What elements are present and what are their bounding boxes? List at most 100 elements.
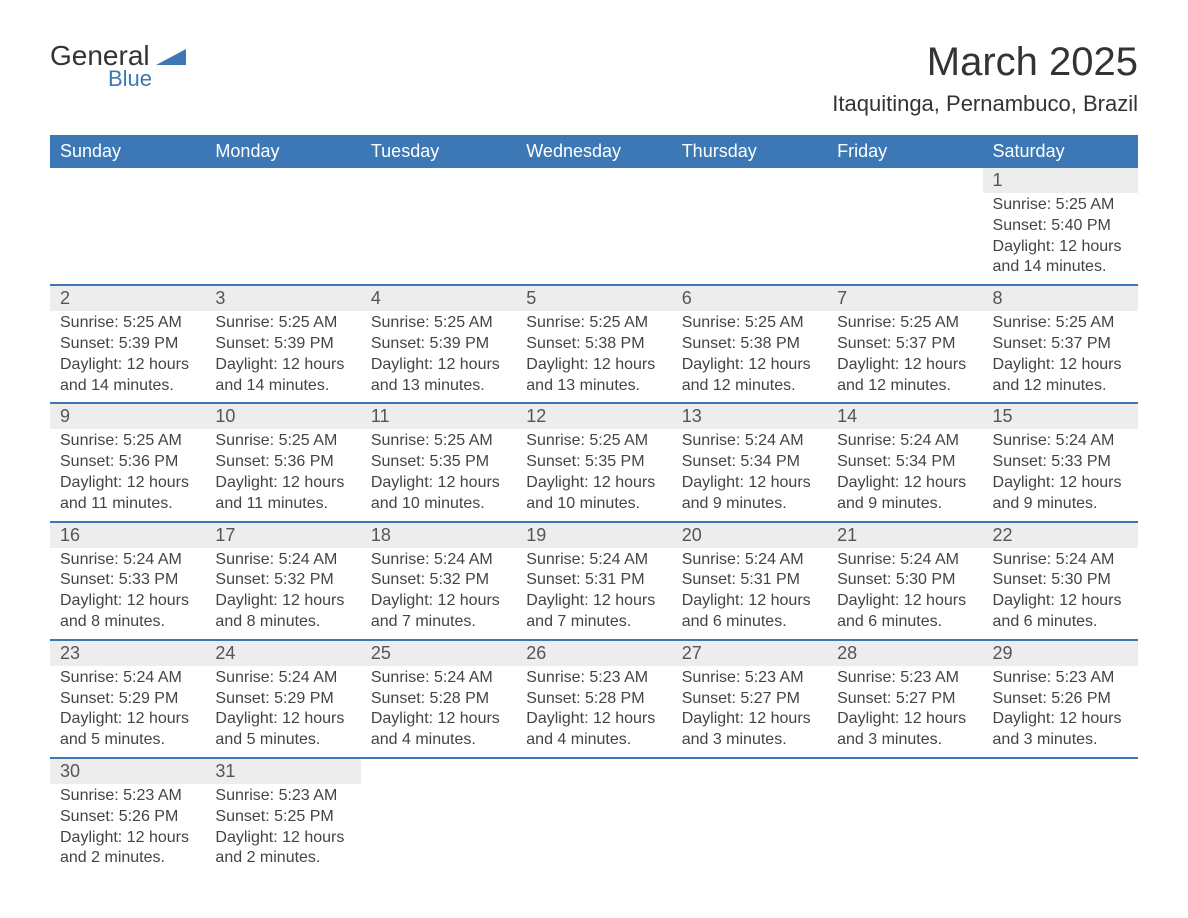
- day-number-cell: 17: [205, 522, 360, 548]
- daylight-text-2: and 13 minutes.: [371, 376, 506, 397]
- sunset-text: Sunset: 5:28 PM: [371, 689, 506, 710]
- day-details-cell: Sunrise: 5:25 AMSunset: 5:39 PMDaylight:…: [361, 311, 516, 403]
- day-number-cell: 19: [516, 522, 671, 548]
- day-number-cell: 10: [205, 403, 360, 429]
- day-header: Sunday: [50, 135, 205, 168]
- day-details-cell: Sunrise: 5:24 AMSunset: 5:30 PMDaylight:…: [983, 548, 1138, 640]
- daylight-text-2: and 6 minutes.: [837, 612, 972, 633]
- day-details-cell: Sunrise: 5:25 AMSunset: 5:35 PMDaylight:…: [361, 429, 516, 521]
- day-number-cell: [672, 758, 827, 784]
- sunset-text: Sunset: 5:27 PM: [682, 689, 817, 710]
- day-details-cell: Sunrise: 5:23 AMSunset: 5:27 PMDaylight:…: [672, 666, 827, 758]
- day-details-cell: Sunrise: 5:25 AMSunset: 5:36 PMDaylight:…: [50, 429, 205, 521]
- daylight-text-1: Daylight: 12 hours: [526, 473, 661, 494]
- daylight-text-2: and 4 minutes.: [371, 730, 506, 751]
- day-details-cell: Sunrise: 5:23 AMSunset: 5:28 PMDaylight:…: [516, 666, 671, 758]
- daylight-text-1: Daylight: 12 hours: [60, 709, 195, 730]
- sunset-text: Sunset: 5:31 PM: [682, 570, 817, 591]
- day-number-cell: 14: [827, 403, 982, 429]
- daylight-text-2: and 7 minutes.: [371, 612, 506, 633]
- day-number-cell: 1: [983, 168, 1138, 193]
- day-number-cell: 9: [50, 403, 205, 429]
- sunset-text: Sunset: 5:25 PM: [215, 807, 350, 828]
- day-details-cell: [205, 193, 360, 285]
- daylight-text-2: and 9 minutes.: [993, 494, 1128, 515]
- sunrise-text: Sunrise: 5:25 AM: [526, 431, 661, 452]
- sunset-text: Sunset: 5:26 PM: [60, 807, 195, 828]
- day-details-cell: Sunrise: 5:23 AMSunset: 5:26 PMDaylight:…: [50, 784, 205, 875]
- daylight-text-2: and 3 minutes.: [837, 730, 972, 751]
- day-details-cell: Sunrise: 5:23 AMSunset: 5:27 PMDaylight:…: [827, 666, 982, 758]
- day-number-cell: 11: [361, 403, 516, 429]
- sunrise-text: Sunrise: 5:25 AM: [60, 313, 195, 334]
- day-number-cell: 16: [50, 522, 205, 548]
- daylight-text-1: Daylight: 12 hours: [371, 355, 506, 376]
- day-number-cell: 8: [983, 285, 1138, 311]
- daylight-text-2: and 4 minutes.: [526, 730, 661, 751]
- daylight-text-1: Daylight: 12 hours: [215, 828, 350, 849]
- day-details-cell: Sunrise: 5:25 AMSunset: 5:37 PMDaylight:…: [827, 311, 982, 403]
- sunrise-text: Sunrise: 5:23 AM: [60, 786, 195, 807]
- day-number-cell: 23: [50, 640, 205, 666]
- day-details-cell: [516, 784, 671, 875]
- logo-triangle-icon: [156, 45, 186, 70]
- sunset-text: Sunset: 5:38 PM: [682, 334, 817, 355]
- day-number-cell: 18: [361, 522, 516, 548]
- daylight-text-1: Daylight: 12 hours: [526, 709, 661, 730]
- daylight-text-1: Daylight: 12 hours: [526, 355, 661, 376]
- day-number-cell: 20: [672, 522, 827, 548]
- sunrise-text: Sunrise: 5:23 AM: [526, 668, 661, 689]
- daylight-text-2: and 11 minutes.: [60, 494, 195, 515]
- sunrise-text: Sunrise: 5:24 AM: [993, 550, 1128, 571]
- sunrise-text: Sunrise: 5:24 AM: [215, 550, 350, 571]
- day-number-cell: 27: [672, 640, 827, 666]
- day-details-cell: Sunrise: 5:24 AMSunset: 5:34 PMDaylight:…: [827, 429, 982, 521]
- daylight-text-1: Daylight: 12 hours: [371, 709, 506, 730]
- day-details-cell: [516, 193, 671, 285]
- sunset-text: Sunset: 5:33 PM: [993, 452, 1128, 473]
- daylight-text-2: and 9 minutes.: [682, 494, 817, 515]
- day-number-cell: [516, 168, 671, 193]
- page-header: General Blue March 2025 Itaquitinga, Per…: [50, 40, 1138, 117]
- daylight-text-2: and 3 minutes.: [993, 730, 1128, 751]
- sunrise-text: Sunrise: 5:25 AM: [682, 313, 817, 334]
- sunrise-text: Sunrise: 5:25 AM: [60, 431, 195, 452]
- day-details-cell: Sunrise: 5:24 AMSunset: 5:33 PMDaylight:…: [50, 548, 205, 640]
- daylight-text-1: Daylight: 12 hours: [371, 473, 506, 494]
- day-details-cell: [50, 193, 205, 285]
- day-number-cell: 7: [827, 285, 982, 311]
- day-details-cell: Sunrise: 5:24 AMSunset: 5:34 PMDaylight:…: [672, 429, 827, 521]
- sunrise-text: Sunrise: 5:24 AM: [215, 668, 350, 689]
- day-details-cell: [827, 784, 982, 875]
- daylight-text-1: Daylight: 12 hours: [215, 591, 350, 612]
- day-details-cell: Sunrise: 5:25 AMSunset: 5:38 PMDaylight:…: [672, 311, 827, 403]
- sunrise-text: Sunrise: 5:23 AM: [837, 668, 972, 689]
- day-header: Thursday: [672, 135, 827, 168]
- sunset-text: Sunset: 5:39 PM: [371, 334, 506, 355]
- daylight-text-1: Daylight: 12 hours: [682, 355, 817, 376]
- calendar-header-row: Sunday Monday Tuesday Wednesday Thursday…: [50, 135, 1138, 168]
- day-details-cell: [827, 193, 982, 285]
- calendar-details-row: Sunrise: 5:25 AMSunset: 5:40 PMDaylight:…: [50, 193, 1138, 285]
- daylight-text-1: Daylight: 12 hours: [60, 355, 195, 376]
- day-details-cell: Sunrise: 5:24 AMSunset: 5:31 PMDaylight:…: [516, 548, 671, 640]
- sunset-text: Sunset: 5:31 PM: [526, 570, 661, 591]
- sunrise-text: Sunrise: 5:25 AM: [837, 313, 972, 334]
- title-block: March 2025 Itaquitinga, Pernambuco, Braz…: [832, 40, 1138, 117]
- sunrise-text: Sunrise: 5:25 AM: [526, 313, 661, 334]
- day-number-cell: 15: [983, 403, 1138, 429]
- daylight-text-1: Daylight: 12 hours: [371, 591, 506, 612]
- sunrise-text: Sunrise: 5:24 AM: [993, 431, 1128, 452]
- day-details-cell: Sunrise: 5:25 AMSunset: 5:35 PMDaylight:…: [516, 429, 671, 521]
- logo: General Blue: [50, 40, 186, 92]
- sunrise-text: Sunrise: 5:23 AM: [993, 668, 1128, 689]
- daylight-text-2: and 6 minutes.: [993, 612, 1128, 633]
- day-details-cell: [361, 784, 516, 875]
- daylight-text-2: and 14 minutes.: [215, 376, 350, 397]
- day-number-cell: 5: [516, 285, 671, 311]
- day-details-cell: Sunrise: 5:24 AMSunset: 5:33 PMDaylight:…: [983, 429, 1138, 521]
- daylight-text-1: Daylight: 12 hours: [60, 591, 195, 612]
- daylight-text-2: and 9 minutes.: [837, 494, 972, 515]
- calendar-daynum-row: 23242526272829: [50, 640, 1138, 666]
- sunrise-text: Sunrise: 5:24 AM: [682, 431, 817, 452]
